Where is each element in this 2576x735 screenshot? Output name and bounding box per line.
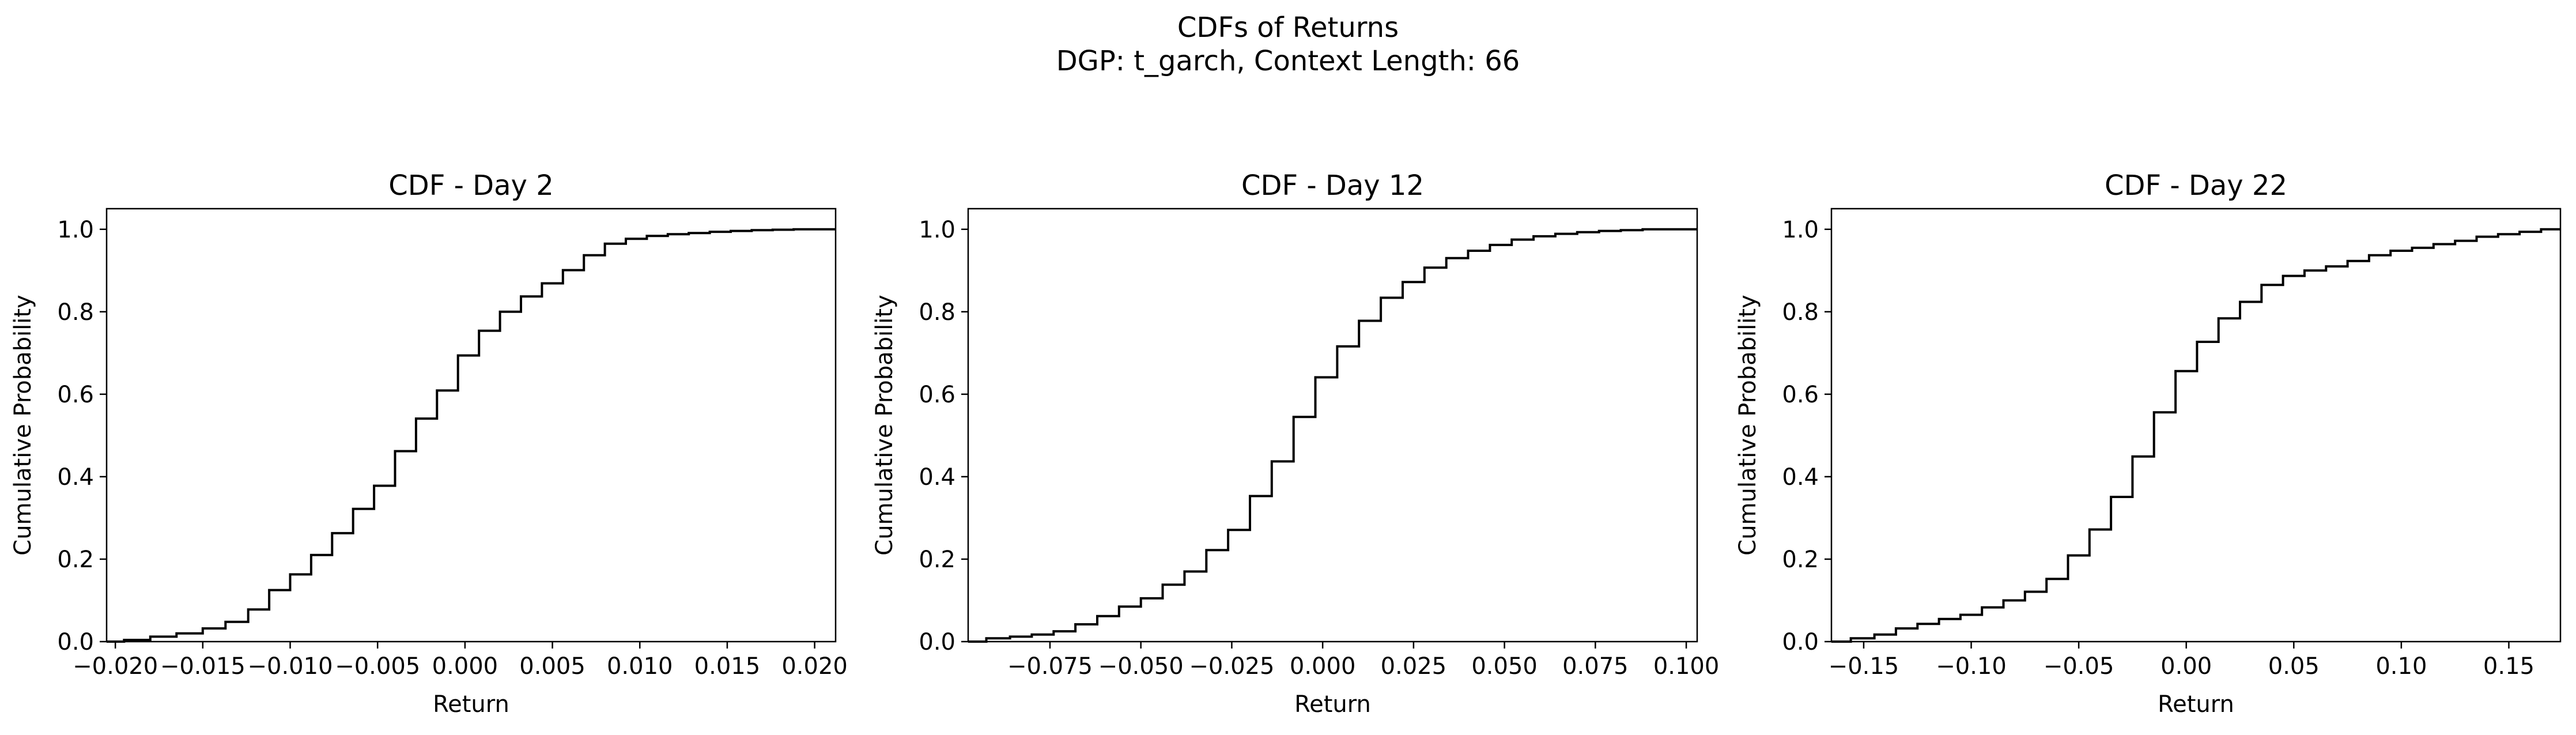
y-axis-label: Cumulative Probability [871,295,898,555]
cdf-panel-day-2: −0.020 −0.015 −0.010 −0.005 0.000 0.005 0.010 0… [10,169,848,718]
x-tick-label: 0.05 [2268,653,2320,680]
y-tick-label: 0.4 [919,464,955,491]
axes-title: CDF - Day 22 [2105,169,2287,202]
x-tick-label: −0.015 [160,653,245,680]
x-tick-label: −0.050 [1098,653,1184,680]
axes-frame [105,208,837,643]
x-tick-label: 0.010 [607,653,673,680]
x-tick-label: 0.00 [2160,653,2212,680]
x-tick-label: 0.15 [2483,653,2535,680]
y-tick-label: 0.4 [1782,464,1819,491]
y-tick-label: 0.2 [1782,546,1819,573]
y-tick-label: 0.2 [57,546,94,573]
x-tick-label: 0.000 [1290,653,1356,680]
axes-frame [1830,208,2562,643]
y-tick-label: 0.2 [919,546,955,573]
x-tick-label: 0.050 [1471,653,1538,680]
x-tick-label: 0.020 [781,653,848,680]
y-tick-label: 0.6 [919,382,955,408]
cdf-step-line [107,228,836,643]
x-tick-label: 0.015 [694,653,761,680]
cdf-panel-day-22: −0.15 −0.10 −0.05 0.00 0.05 0.10 0.15 0.0 0.2 0.4… [1735,169,2562,718]
y-tick-label: 0.0 [1782,629,1819,655]
x-tick-label: −0.05 [2044,653,2114,680]
y-tick-label: 0.6 [57,382,94,408]
x-tick-label: −0.005 [335,653,420,680]
y-tick-label: 1.0 [57,217,94,243]
x-tick-label: −0.020 [73,653,158,680]
x-tick-label: −0.10 [1936,653,2007,680]
x-axis-label: Return [2158,691,2234,718]
y-tick-label: 0.6 [1782,382,1819,408]
x-tick-label: 0.000 [432,653,498,680]
y-tick-label: 0.4 [57,464,94,491]
x-tick-label: 0.100 [1653,653,1720,680]
figure-subtitle: DGP: t_garch, Context Length: 66 [1056,45,1520,77]
x-tick-label: −0.010 [248,653,333,680]
y-tick-label: 1.0 [1782,217,1819,243]
x-axis-label: Return [433,691,509,718]
x-tick-label: 0.075 [1562,653,1629,680]
y-tick-label: 0.0 [919,629,955,655]
cdf-step-line [968,228,1697,643]
x-axis-label: Return [1294,691,1371,718]
x-tick-label: −0.075 [1007,653,1093,680]
figure-title: CDFs of Returns [1177,12,1399,44]
y-tick-label: 0.8 [1782,299,1819,326]
x-tick-label: −0.025 [1189,653,1274,680]
y-axis-label: Cumulative Probability [10,295,36,555]
cdf-step-line [1831,228,2560,643]
x-tick-label: 0.005 [519,653,586,680]
axes-frame [967,208,1698,643]
y-tick-label: 0.8 [919,299,955,326]
y-tick-label: 1.0 [919,217,955,243]
x-tick-label: −0.15 [1829,653,1899,680]
axes-title: CDF - Day 12 [1241,169,1424,202]
axes-title: CDF - Day 2 [388,169,554,202]
x-tick-label: 0.025 [1381,653,1447,680]
cdf-panel-day-12: −0.075 −0.050 −0.025 0.000 0.025 0.050 0.075 0.… [871,169,1719,718]
y-axis-label: Cumulative Probability [1735,295,1761,555]
y-tick-label: 0.8 [57,299,94,326]
y-tick-label: 0.0 [57,629,94,655]
x-tick-label: 0.10 [2375,653,2427,680]
